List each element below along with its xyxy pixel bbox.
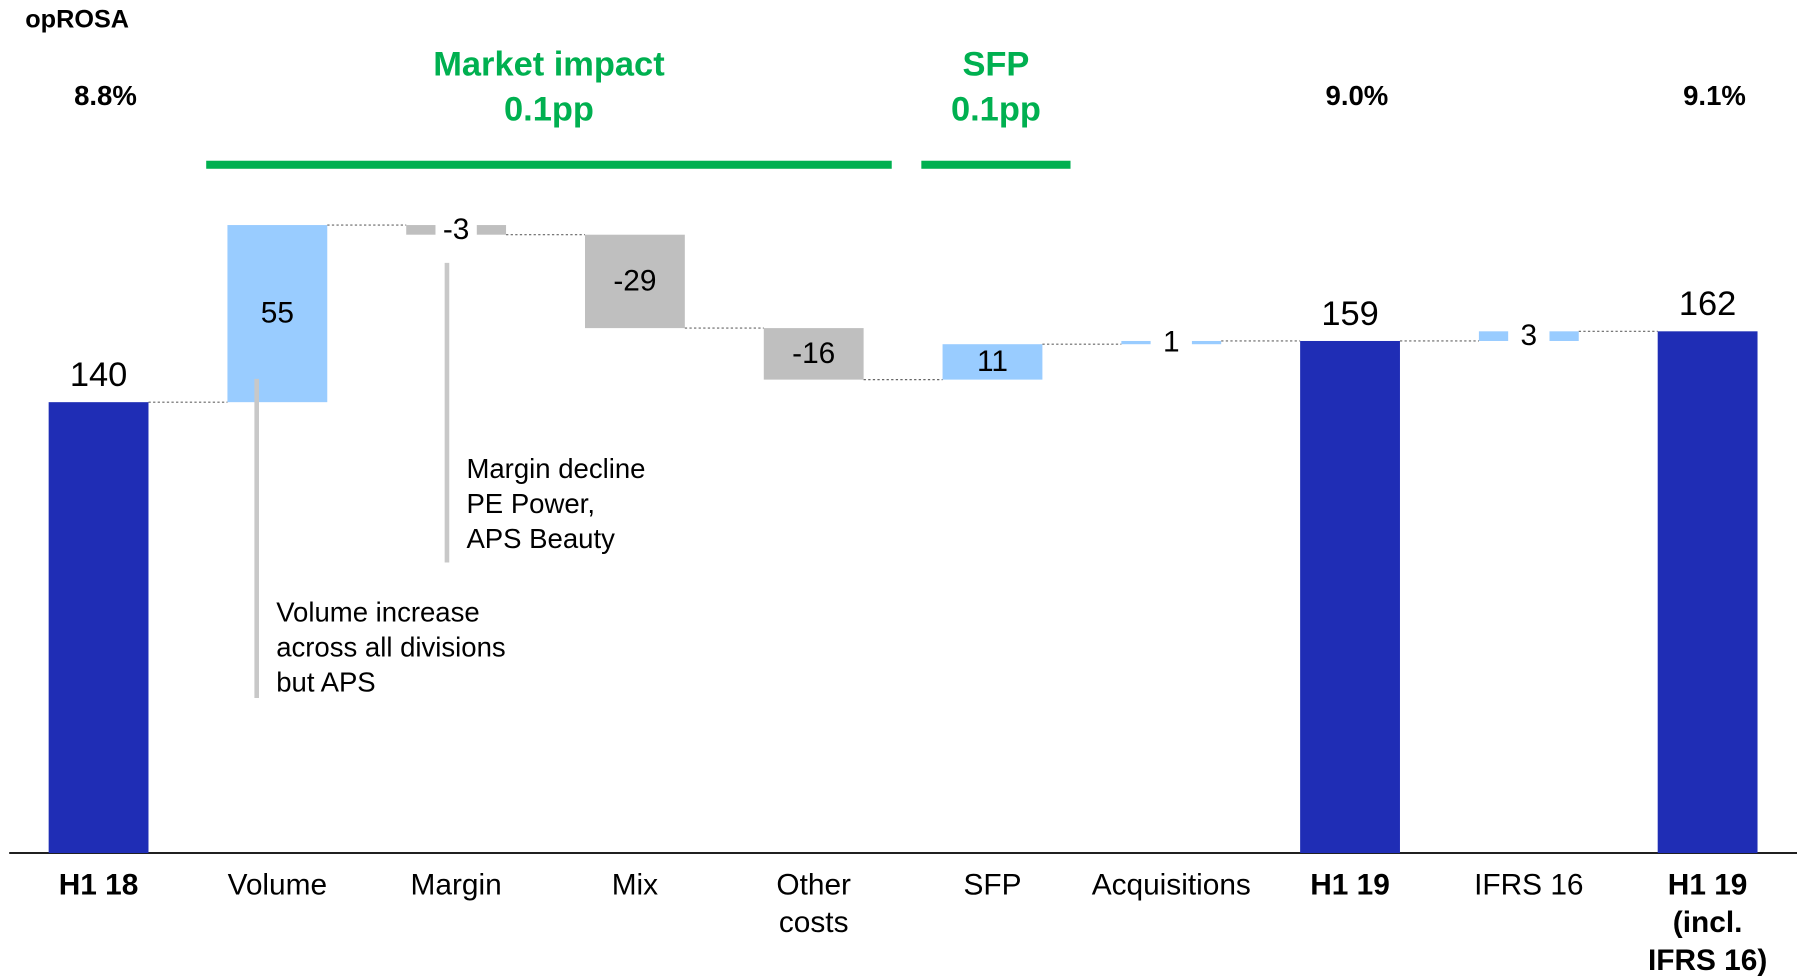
annotation-text: Margin decline xyxy=(466,453,645,484)
x-tick-label: Margin xyxy=(411,868,502,901)
value-label: -16 xyxy=(792,337,835,370)
label-bg xyxy=(435,213,477,246)
group-label: Market impact xyxy=(433,46,665,84)
value-label: 55 xyxy=(261,297,294,330)
x-tick-label: H1 19 xyxy=(1310,868,1390,901)
value-label: -3 xyxy=(443,213,470,246)
oprosa-label: 8.8% xyxy=(74,80,137,111)
x-tick-label: H1 19 (incl. IFRS 16) xyxy=(1648,868,1767,977)
bar xyxy=(763,328,864,380)
bar xyxy=(1657,331,1758,854)
axis-title: opROSA xyxy=(25,5,129,33)
value-label: 3 xyxy=(1521,319,1538,352)
value-label: -29 xyxy=(613,264,656,297)
bar xyxy=(942,344,1043,380)
value-label: 162 xyxy=(1679,285,1736,323)
annotation-text: PE Power, xyxy=(466,488,595,519)
value-label: 11 xyxy=(977,345,1008,378)
group-value: 0.1pp xyxy=(951,90,1041,128)
group-value: 0.1pp xyxy=(504,90,594,128)
bar xyxy=(227,225,328,403)
x-tick-label: SFP xyxy=(963,868,1021,901)
x-tick-label: Other costs xyxy=(776,868,851,939)
annotation-text: APS Beauty xyxy=(466,523,615,554)
annotation-text: across all divisions xyxy=(276,632,505,663)
value-label: 159 xyxy=(1321,295,1378,333)
label-bg xyxy=(1150,326,1192,359)
bar xyxy=(48,402,149,854)
x-tick-label: IFRS 16 xyxy=(1474,868,1583,901)
group-bar xyxy=(921,160,1071,169)
oprosa-label: 9.0% xyxy=(1326,80,1389,111)
value-label: 1 xyxy=(1163,326,1180,359)
oprosa-label: 9.1% xyxy=(1683,80,1746,111)
annotation-text: but APS xyxy=(276,667,375,698)
group-bar xyxy=(206,160,892,169)
bar xyxy=(585,234,685,329)
label-bg xyxy=(1508,320,1550,353)
bar xyxy=(1300,340,1400,854)
x-tick-label: Volume xyxy=(228,868,327,901)
value-label: 140 xyxy=(70,356,127,394)
x-tick-label: Acquisitions xyxy=(1092,868,1251,901)
group-label: SFP xyxy=(962,46,1029,84)
x-tick-label: Mix xyxy=(612,868,658,901)
annotation-text: Volume increase xyxy=(276,596,479,627)
x-tick-label: H1 18 xyxy=(59,868,139,901)
